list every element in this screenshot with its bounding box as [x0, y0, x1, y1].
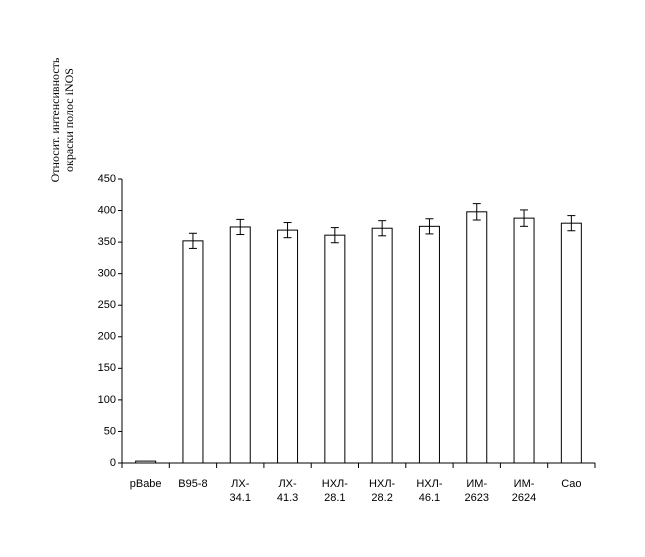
bar	[135, 460, 157, 464]
y-tick-label: 100	[98, 394, 116, 406]
bar	[418, 225, 440, 464]
x-tick-label: B95-8	[178, 478, 208, 490]
y-tick-label: 300	[98, 268, 116, 280]
bar	[324, 234, 346, 464]
y-tick-label: 250	[98, 299, 116, 311]
y-tick-label: 200	[98, 331, 116, 343]
y-tick-label: 0	[110, 457, 116, 469]
x-tick-label: НХЛ- 28.1	[321, 478, 348, 504]
bar	[560, 222, 582, 464]
x-tick-label: ИМ- 2623	[464, 478, 489, 504]
x-tick-label: НХЛ- 28.2	[369, 478, 396, 504]
bar	[277, 229, 299, 464]
bar	[182, 240, 204, 464]
x-tick-label: pBabe	[129, 478, 162, 490]
x-tick-label: ЛХ- 34.1	[229, 478, 251, 504]
x-tick-label: ЛХ- 41.3	[276, 478, 299, 504]
bar	[466, 211, 488, 464]
bar	[513, 217, 535, 464]
bar	[229, 226, 251, 464]
y-tick-label: 400	[98, 204, 116, 216]
x-tick-label: ИМ- 2624	[511, 478, 537, 504]
y-tick-label: 50	[104, 425, 116, 437]
y-tick-label: 150	[98, 362, 116, 374]
x-tick-label: Сао	[561, 478, 582, 490]
y-axis-label: Относит. интенсивность окраски полос iNO…	[48, 57, 76, 183]
x-tick-label: НХЛ- 46.1	[416, 478, 443, 504]
bar	[371, 227, 393, 464]
y-tick-label: 450	[98, 173, 116, 185]
y-tick-label: 350	[98, 236, 116, 248]
